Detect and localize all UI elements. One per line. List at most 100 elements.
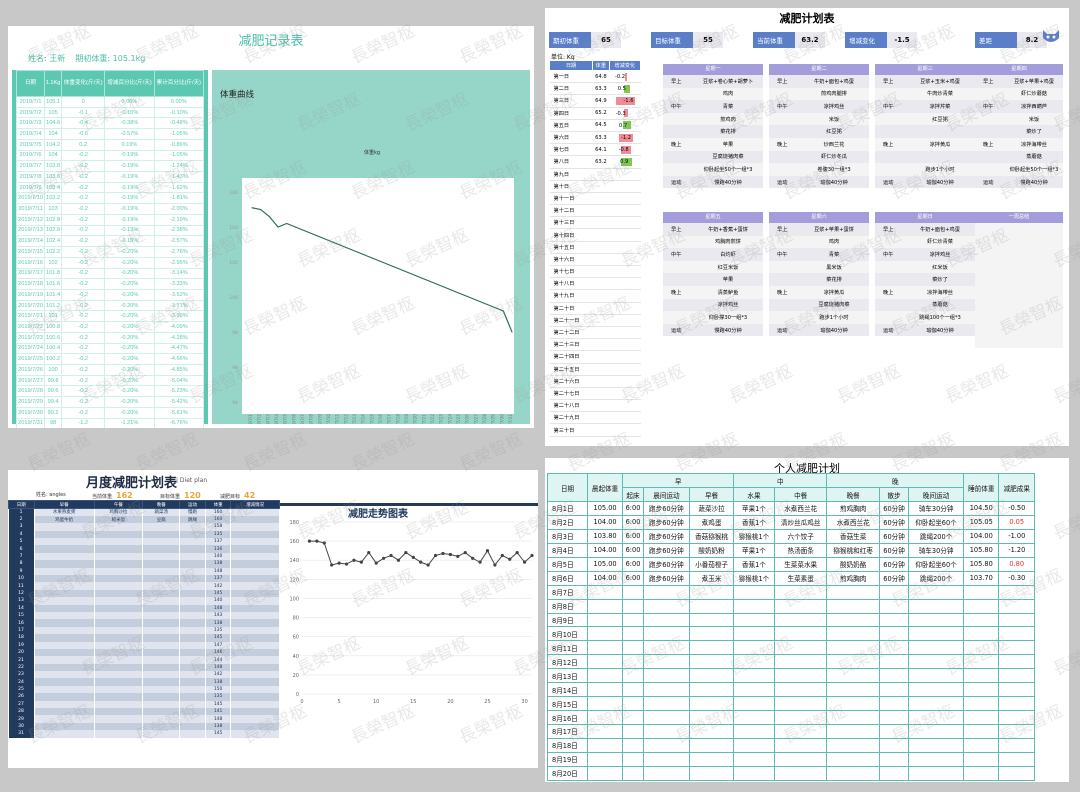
x-tick-label: 2019/7/17: [387, 414, 392, 424]
table-cell: -4.09%: [153, 321, 205, 333]
table-row: 第十八日: [549, 277, 641, 291]
table-cell: [34, 656, 95, 664]
change-bar: [623, 109, 628, 118]
meal-label: 中午: [777, 251, 788, 258]
weight-cell: [592, 338, 610, 352]
table-cell: [689, 682, 735, 698]
card-row: 早上 豆浆+卷心菜+胡萝卜: [663, 75, 763, 88]
table-cell: [34, 611, 95, 620]
change-cell: [230, 700, 280, 709]
meal-value: 凉拌海带丝: [927, 289, 953, 296]
change-value: -1.6: [623, 98, 634, 105]
table-cell: [142, 648, 181, 657]
change-value: -0.3: [615, 110, 626, 117]
table-row: 第二十四日: [549, 350, 641, 364]
change-cell: -0.8: [609, 143, 641, 157]
date-cell: 8月13日: [547, 668, 588, 684]
table-cell: [998, 724, 1035, 739]
weight-cell: [592, 277, 610, 291]
table-cell: 104.00: [586, 514, 624, 530]
table-cell: [642, 751, 691, 767]
table-cell: [642, 737, 691, 753]
table-row: 第二十八日: [549, 399, 641, 413]
y-tick-label: 100: [229, 295, 238, 301]
column-header: 日期: [547, 473, 588, 502]
column-header: 体重变化(斤/天): [61, 70, 106, 97]
table-row: 第一日 64.8 -0.2: [549, 70, 641, 84]
table-cell: [642, 612, 691, 628]
table-cell: -0.20%: [104, 299, 155, 312]
row-number: 2: [8, 515, 35, 524]
table-cell: 鸡胸沙拉: [94, 508, 144, 516]
table-row: 第二十七日: [549, 387, 641, 401]
table-cell: [908, 710, 965, 725]
table-cell: [622, 765, 644, 781]
table-cell: [94, 575, 144, 583]
table-row: 4 135: [8, 530, 280, 539]
x-tick-label: 2019/7/16: [378, 414, 383, 424]
header-row: 起床 晨间运动 早餐 水果 中餐 晚餐 散步 晚间运动: [548, 487, 1035, 502]
card-row: [875, 150, 975, 164]
table-cell: 100.6: [44, 331, 63, 344]
table-cell: -0.20%: [104, 321, 155, 333]
column-header: 睡前体重: [963, 473, 1000, 502]
card-row: 蒸蘑菇: [975, 150, 1063, 164]
table-cell: -0.2: [61, 353, 106, 365]
y-tick-label: 20: [293, 673, 299, 679]
meal-label: 早上: [883, 78, 894, 85]
table-row: 第二十三日: [549, 338, 641, 352]
meal-value: 清蒸鲈鱼: [717, 289, 739, 296]
table-cell: [733, 710, 775, 725]
weight-cell: 143: [205, 611, 232, 620]
table-row: 2019/7/25 100.2 -0.2 -0.20% -4.66%: [15, 353, 205, 365]
table-cell: -0.20%: [104, 278, 155, 290]
data-point: [522, 560, 527, 564]
watermark: 長榮智枢: [455, 429, 526, 477]
day-cell: 第十四日: [549, 228, 593, 242]
sheet-title: 减肥计划表: [779, 12, 835, 25]
table-cell: -0.19%: [104, 203, 155, 215]
table-row: 29 148: [8, 715, 280, 723]
change-cell: [609, 338, 641, 352]
change-value: 0.5: [617, 86, 626, 93]
table-cell: [586, 696, 624, 712]
change-cell: -0.2: [609, 70, 641, 84]
row-number: 25: [8, 685, 35, 694]
row-number: 7: [8, 552, 35, 561]
table-cell: [622, 584, 644, 600]
weight-cell: 64.5: [592, 119, 610, 132]
weight-cell: [592, 289, 610, 303]
table-cell: 8月3日: [547, 528, 588, 544]
weight-cell: [592, 216, 610, 230]
table-cell: -3.33%: [153, 278, 205, 290]
table-cell: 101.8: [44, 267, 63, 280]
card-row: 凉拌鸡丝: [663, 298, 763, 312]
table-cell: [773, 710, 828, 725]
table-cell: [94, 552, 144, 561]
table-cell: [826, 612, 880, 628]
change-cell: -1.2: [609, 131, 641, 145]
card-row: [875, 125, 975, 138]
table-cell: -0.19%: [104, 171, 155, 183]
x-tick-label: 20: [447, 699, 453, 704]
table-cell: 2019/7/30: [15, 406, 46, 419]
weekday-card: 星期四 早上 豆浆+苹果+鸡蛋 虾仁炒蘑菇 中午 凉拌西葫芦 米饭 菜炒了 晚上 凉拌海带丝 蒸蘑菇…: [975, 64, 1063, 189]
name-stat: 姓名: angles: [36, 492, 66, 498]
table-cell: -0.20%: [104, 256, 155, 269]
table-cell: -1.62%: [153, 181, 205, 194]
table-cell: [142, 582, 181, 590]
column-header: 增减变化: [608, 60, 642, 71]
table-row: 2019/7/21 101 -0.2 -0.20% -3.90%: [15, 310, 205, 323]
monthly-table: 日期 早餐 午餐 晚餐 运动 体重 增减情况 1 水果燕麦粥 鸡胸沙拉 蔬菜汤 慢跑 160 2 鸡蛋牛奶糙…: [8, 500, 280, 738]
card-row: 中午 白灼虾: [663, 248, 763, 261]
meal-label: 中午: [777, 103, 788, 110]
change-cell: [609, 216, 641, 230]
table-cell: [908, 668, 965, 684]
meal-label: 早上: [983, 78, 994, 85]
meal-value: 瑜伽40分钟: [820, 327, 848, 334]
table-cell: [963, 598, 1000, 614]
change-cell: [609, 241, 641, 254]
chart-title: 体重曲线: [220, 90, 255, 100]
table-cell: 8月2日: [547, 514, 588, 530]
